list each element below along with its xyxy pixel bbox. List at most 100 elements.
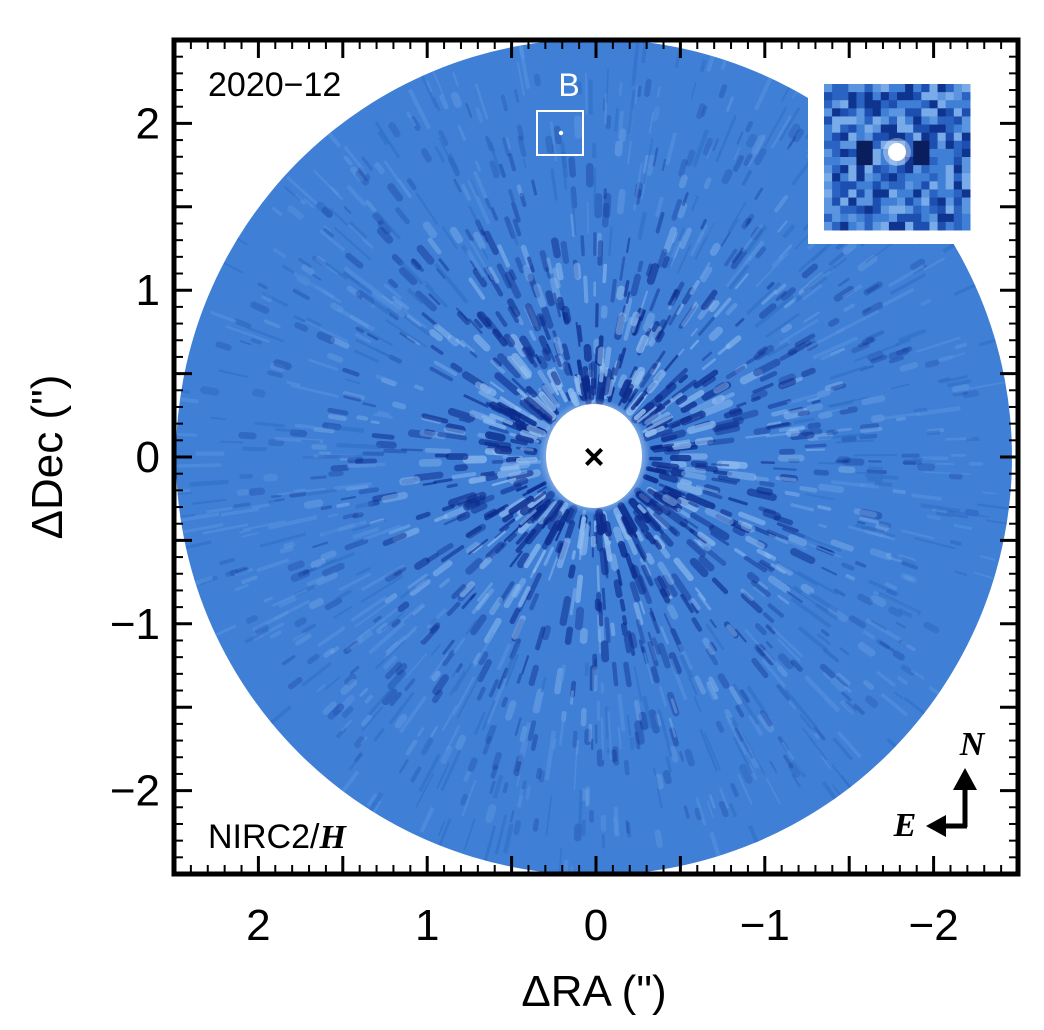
inset-pixel	[832, 221, 841, 231]
speckle	[411, 258, 424, 272]
speckle	[429, 366, 454, 382]
speckle	[865, 617, 902, 642]
inset-pixel	[872, 84, 882, 93]
speckle	[362, 402, 377, 408]
speckle	[292, 288, 311, 301]
speckle	[346, 184, 367, 207]
speckle	[485, 541, 505, 560]
speckle	[483, 230, 499, 256]
inset-pixel	[897, 157, 906, 166]
speckle	[676, 303, 684, 315]
speckle	[870, 595, 887, 607]
inset-pixel	[872, 181, 882, 190]
speckle	[564, 626, 574, 645]
speckle	[414, 557, 430, 570]
speckle	[500, 94, 508, 112]
speckle	[720, 508, 733, 517]
speckle	[465, 249, 486, 278]
speckle	[533, 283, 547, 308]
speckle	[629, 366, 638, 379]
companion-label: B	[558, 67, 579, 103]
inset-pixel	[864, 213, 874, 223]
speckle	[688, 501, 699, 508]
speckle	[534, 354, 542, 364]
speckle	[672, 441, 692, 450]
speckle	[465, 103, 473, 118]
speckle	[676, 497, 699, 513]
inset-pixel	[897, 221, 906, 231]
speckle	[349, 630, 374, 651]
speckle	[368, 621, 406, 655]
speckle	[737, 773, 753, 805]
speckle	[694, 807, 703, 821]
speckle	[807, 432, 834, 442]
speckle	[421, 312, 439, 327]
inset-pixel	[921, 124, 930, 134]
speckle	[694, 538, 703, 546]
speckle	[267, 370, 284, 379]
speckle	[954, 342, 967, 350]
speckle	[330, 336, 350, 349]
inset-pixel	[848, 132, 857, 142]
speckle	[600, 640, 610, 663]
speckle	[480, 229, 489, 243]
speckle	[327, 352, 344, 363]
inset-pixel	[945, 84, 955, 93]
speckle	[780, 86, 791, 103]
speckle	[663, 613, 673, 631]
speckle	[556, 537, 571, 569]
speckle	[672, 232, 678, 243]
speckle	[697, 531, 716, 547]
speckle	[509, 550, 523, 568]
inset-pixel	[929, 116, 939, 126]
y-tick-label: −1	[110, 600, 160, 649]
speckle	[754, 643, 767, 657]
speckle	[528, 490, 556, 516]
speckle	[770, 115, 792, 150]
speckle	[964, 508, 980, 517]
inset-pixel	[888, 108, 898, 117]
speckle	[701, 399, 734, 417]
speckle	[639, 363, 658, 388]
speckle	[703, 546, 727, 566]
speckle	[864, 473, 899, 480]
speckle	[482, 735, 493, 755]
speckle	[338, 572, 372, 592]
speckle	[377, 219, 392, 235]
speckle	[383, 448, 408, 454]
speckle	[532, 818, 540, 832]
speckle	[646, 380, 659, 394]
speckle	[783, 754, 794, 769]
speckle	[688, 677, 699, 696]
speckle	[319, 229, 346, 252]
speckle	[649, 611, 661, 634]
speckle	[452, 71, 460, 87]
speckle	[418, 754, 441, 793]
speckle	[455, 734, 467, 750]
speckle	[770, 563, 786, 574]
speckle	[613, 579, 623, 598]
inset-pixel	[832, 205, 841, 215]
speckle	[515, 528, 537, 553]
speckle	[835, 439, 874, 444]
speckle	[669, 234, 685, 267]
inset-pixel	[872, 197, 882, 207]
speckle	[738, 511, 766, 526]
speckle	[527, 256, 535, 273]
speckle	[839, 699, 856, 715]
speckle	[803, 311, 820, 323]
inset-pixel	[913, 140, 922, 150]
speckle	[733, 147, 741, 161]
speckle	[597, 346, 605, 365]
inset-pixel	[832, 157, 841, 166]
speckle	[348, 761, 357, 771]
inset-pixel	[832, 148, 841, 158]
speckle	[829, 400, 854, 409]
inset-pixel	[888, 173, 898, 182]
speckle	[890, 383, 910, 390]
speckle	[348, 221, 368, 240]
speckle	[349, 665, 360, 675]
inset-pixel	[888, 84, 898, 93]
inset-pixel	[937, 205, 947, 215]
speckle	[899, 361, 919, 372]
